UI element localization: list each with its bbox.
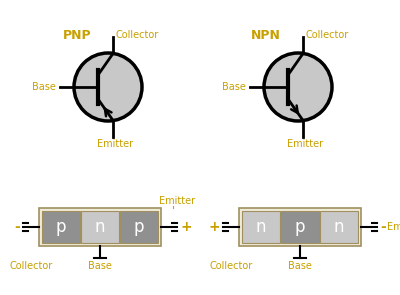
Text: n: n [334, 218, 344, 236]
Text: p: p [295, 218, 305, 236]
Bar [242, 211, 280, 243]
Text: p: p [56, 218, 66, 236]
Bar [281, 211, 319, 243]
Text: Emitter: Emitter [97, 139, 133, 149]
Bar [120, 211, 158, 243]
Text: NPN: NPN [251, 29, 281, 42]
Text: -: - [380, 220, 386, 234]
Circle shape [264, 53, 332, 121]
Text: +: + [208, 220, 220, 234]
Circle shape [74, 53, 142, 121]
Text: Emitter: Emitter [159, 196, 195, 206]
Text: Collector: Collector [305, 30, 348, 40]
Bar [320, 211, 358, 243]
Text: Collector: Collector [209, 261, 253, 271]
Text: Base: Base [88, 261, 112, 271]
Text: n: n [256, 218, 266, 236]
Text: n: n [95, 218, 105, 236]
Text: Emitter: Emitter [287, 139, 323, 149]
Text: p: p [134, 218, 144, 236]
Text: Collector: Collector [115, 30, 158, 40]
Text: Collector: Collector [9, 261, 53, 271]
Bar [239, 208, 361, 246]
Bar [39, 208, 161, 246]
Text: Base: Base [32, 82, 56, 92]
Text: +: + [180, 220, 192, 234]
Text: Base: Base [222, 82, 246, 92]
Text: Emitter: Emitter [387, 222, 400, 232]
Text: Base: Base [288, 261, 312, 271]
Bar [81, 211, 119, 243]
Text: -: - [14, 220, 20, 234]
Bar [42, 211, 80, 243]
Text: PNP: PNP [62, 29, 91, 42]
